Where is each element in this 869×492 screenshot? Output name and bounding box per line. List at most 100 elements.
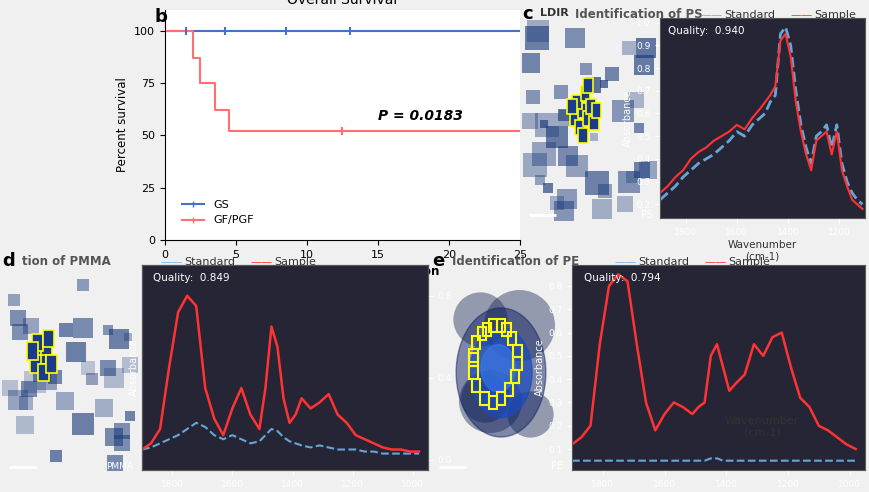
Bar bbox=[577, 103, 587, 118]
Bar bbox=[496, 319, 505, 332]
Point bbox=[525, 93, 539, 101]
Point bbox=[560, 152, 574, 160]
Point bbox=[536, 150, 550, 157]
Point bbox=[531, 27, 545, 35]
Text: Standard: Standard bbox=[723, 10, 774, 20]
Point bbox=[115, 427, 129, 435]
Bar bbox=[488, 319, 496, 332]
Point bbox=[586, 81, 600, 89]
Bar bbox=[480, 392, 488, 405]
Point bbox=[70, 348, 83, 356]
Point bbox=[541, 184, 554, 192]
Point bbox=[550, 199, 564, 207]
Point bbox=[115, 439, 129, 447]
Point bbox=[596, 80, 610, 88]
Bar bbox=[513, 344, 521, 358]
Bar bbox=[577, 128, 587, 143]
Text: Identification of PS: Identification of PS bbox=[574, 8, 702, 21]
Point bbox=[107, 433, 121, 441]
Point bbox=[557, 207, 571, 215]
Text: ——: —— bbox=[614, 257, 635, 267]
Text: Standard: Standard bbox=[183, 257, 235, 267]
Bar bbox=[583, 112, 593, 126]
Bar bbox=[501, 323, 510, 336]
Bar bbox=[583, 78, 593, 92]
Text: Standard: Standard bbox=[637, 257, 688, 267]
Point bbox=[597, 187, 611, 195]
Point bbox=[76, 324, 90, 332]
Point bbox=[18, 421, 32, 429]
Point bbox=[121, 333, 135, 341]
Point bbox=[559, 195, 573, 203]
Text: e: e bbox=[432, 252, 444, 270]
Bar bbox=[574, 120, 584, 134]
Point bbox=[3, 384, 17, 392]
Bar bbox=[38, 364, 49, 381]
Text: b: b bbox=[155, 8, 168, 26]
Point bbox=[19, 399, 33, 407]
Point bbox=[477, 394, 491, 401]
Point bbox=[50, 453, 63, 461]
Point bbox=[58, 397, 72, 405]
Point bbox=[605, 69, 619, 77]
Point bbox=[527, 161, 541, 169]
Bar bbox=[482, 323, 491, 336]
Bar bbox=[32, 334, 43, 351]
Bar bbox=[586, 99, 595, 114]
Point bbox=[589, 179, 603, 186]
Point bbox=[81, 364, 95, 372]
Point bbox=[23, 385, 36, 393]
Bar bbox=[591, 103, 600, 118]
Bar bbox=[468, 366, 477, 379]
Point bbox=[85, 375, 99, 383]
Point bbox=[30, 354, 43, 362]
Point bbox=[13, 328, 27, 336]
Point bbox=[109, 459, 123, 467]
Point bbox=[76, 281, 90, 289]
Bar bbox=[510, 370, 518, 383]
Point bbox=[640, 166, 654, 174]
Bar bbox=[505, 383, 513, 396]
Bar bbox=[30, 355, 41, 372]
Point bbox=[616, 107, 630, 115]
Text: PMMA: PMMA bbox=[106, 462, 133, 471]
Bar bbox=[472, 336, 480, 349]
Y-axis label: Absorbance: Absorbance bbox=[622, 89, 633, 147]
Point bbox=[522, 117, 536, 125]
Point bbox=[36, 369, 50, 376]
Point bbox=[29, 378, 43, 386]
Point bbox=[59, 326, 73, 334]
Point bbox=[11, 314, 25, 322]
Text: c: c bbox=[521, 5, 532, 23]
Point bbox=[621, 178, 635, 186]
Point bbox=[522, 410, 536, 418]
Text: PE: PE bbox=[550, 461, 562, 471]
Text: Quality:  0.849: Quality: 0.849 bbox=[153, 273, 229, 283]
Text: ——: —— bbox=[249, 257, 272, 267]
Point bbox=[567, 34, 581, 42]
Point bbox=[637, 61, 651, 69]
Point bbox=[482, 398, 496, 405]
Point bbox=[40, 376, 54, 384]
Point bbox=[628, 96, 642, 104]
Point bbox=[536, 120, 550, 128]
Point bbox=[123, 412, 136, 420]
Ellipse shape bbox=[455, 308, 545, 437]
Bar bbox=[27, 342, 38, 360]
Point bbox=[512, 321, 526, 329]
Point bbox=[556, 111, 570, 119]
Text: Quality:  0.940: Quality: 0.940 bbox=[667, 26, 744, 36]
Point bbox=[76, 420, 90, 428]
Point bbox=[621, 44, 635, 52]
Point bbox=[7, 296, 21, 304]
Point bbox=[101, 364, 115, 372]
Point bbox=[632, 124, 646, 132]
Text: Sample: Sample bbox=[727, 257, 769, 267]
Text: ——: —— bbox=[700, 10, 721, 20]
Point bbox=[24, 322, 38, 330]
Point bbox=[107, 374, 121, 382]
Point bbox=[559, 114, 573, 122]
Text: ——: —— bbox=[789, 10, 812, 20]
Text: Identification of PE: Identification of PE bbox=[452, 255, 579, 268]
Bar bbox=[488, 396, 496, 409]
